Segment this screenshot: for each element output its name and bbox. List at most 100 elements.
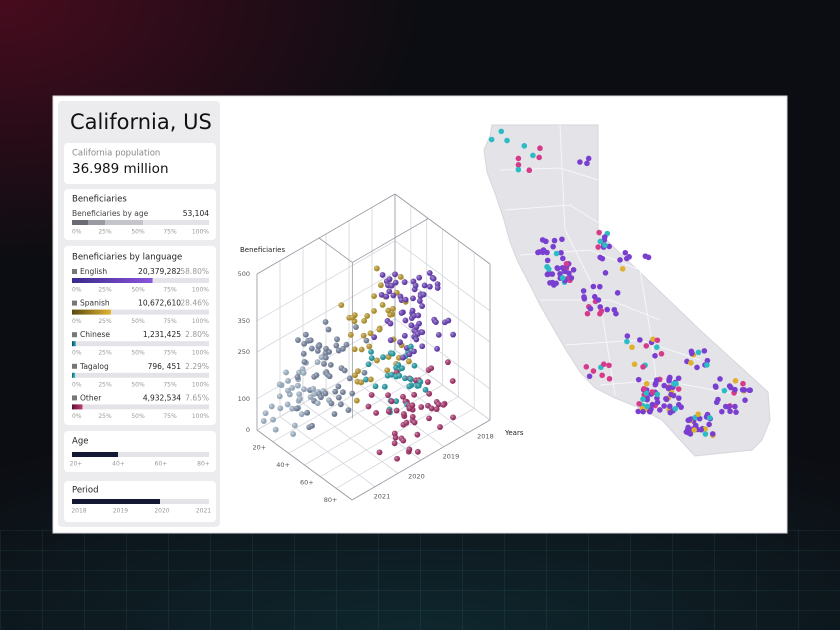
map-dot (661, 382, 668, 389)
map-dot (725, 404, 732, 410)
map-dot (646, 408, 653, 415)
z-tick-label: 2018 (477, 433, 494, 441)
map-dot (644, 403, 651, 410)
map-dot (544, 271, 551, 278)
dot-shade (445, 359, 451, 366)
map-dot (732, 386, 738, 393)
map-dot (747, 387, 753, 393)
dot-shade (364, 313, 371, 319)
map-dot (635, 376, 642, 383)
dot-shade (296, 395, 303, 402)
grid-line (394, 318, 491, 390)
box-edge (256, 429, 353, 501)
map-dot (558, 249, 564, 256)
dot-shade (435, 401, 442, 408)
dot-shade (414, 431, 421, 438)
map-dot (599, 255, 606, 262)
dot-shade (414, 331, 421, 337)
dot-shade (322, 319, 329, 325)
map-dot (643, 380, 650, 387)
dot-shade (268, 403, 275, 410)
dot-shade (316, 343, 323, 350)
page-title: California, US (70, 110, 212, 134)
map-dot (584, 160, 590, 167)
dot-shade (379, 272, 386, 278)
dot-shade (428, 405, 435, 412)
dot-shade (392, 271, 398, 278)
slider-fill[interactable] (72, 499, 160, 504)
dot-shade (406, 351, 413, 358)
dot-shade (374, 357, 380, 364)
dot-shade (314, 359, 321, 366)
dot-shade (358, 346, 365, 353)
card (64, 189, 216, 240)
dot-shade (430, 275, 437, 282)
map-dot (530, 152, 536, 159)
dot-shade (403, 419, 410, 426)
map-dot (689, 350, 695, 357)
dot-shade (353, 397, 360, 404)
dot-shade (332, 388, 339, 395)
scale-tick: 25% (98, 318, 112, 325)
map-dot (624, 338, 630, 345)
map-dot (544, 249, 550, 256)
dot-shade (393, 407, 400, 414)
bar (72, 372, 76, 378)
dot-shade (411, 312, 418, 319)
dot-shade (323, 345, 329, 352)
map-dot (742, 397, 748, 403)
map-dot (488, 136, 495, 143)
dot-shade (406, 446, 413, 453)
map-dot (619, 266, 626, 272)
y-tick-label: 100 (238, 395, 250, 403)
dot-shade (402, 317, 409, 324)
dot-shade (449, 378, 456, 384)
z-tick-label: 2021 (374, 493, 391, 501)
dot-shade (262, 410, 269, 417)
map-dot (654, 337, 661, 344)
dot-shade (381, 383, 388, 390)
map-dot (595, 297, 602, 303)
bar (72, 309, 111, 315)
dot-shade (398, 310, 405, 316)
dot-shade (407, 343, 414, 350)
map-dot (695, 411, 702, 417)
dot-shade (322, 354, 329, 361)
dot-shade (289, 405, 296, 412)
dot-shade (426, 415, 432, 422)
dot-shade (426, 283, 433, 290)
dot-shade (411, 362, 418, 369)
map-dot (539, 237, 546, 243)
grid-line (394, 271, 491, 343)
map-dot (687, 431, 694, 437)
dot-shade (345, 407, 352, 414)
slider-track[interactable] (72, 452, 209, 457)
grid-line (256, 240, 396, 322)
dot-shade (368, 355, 375, 362)
dot-shade (387, 320, 394, 327)
map-dot (675, 386, 682, 392)
dot-shade (284, 401, 291, 408)
map-dot (695, 349, 702, 356)
map-dot (631, 361, 638, 368)
map-dot (665, 385, 672, 392)
slider-fill[interactable] (72, 452, 118, 457)
map-dot (553, 250, 560, 257)
dot-shade (302, 331, 309, 338)
map-dot (617, 257, 623, 263)
dot-shade (440, 401, 447, 408)
dot-shade (401, 332, 408, 339)
label: Tagalog (79, 362, 109, 371)
dot-shade (426, 270, 433, 276)
map-dot (640, 396, 646, 402)
dot-shade (283, 369, 290, 376)
value: 10,672,610 (138, 299, 181, 308)
map-dot (595, 244, 601, 250)
dot-shade (300, 370, 307, 376)
dot-shade (291, 422, 298, 429)
axis-title: Beneficiaries (240, 246, 285, 254)
dot-shade (355, 368, 361, 375)
dot-shade (400, 411, 407, 417)
map-dot (706, 414, 713, 421)
dot-shade (426, 390, 433, 397)
